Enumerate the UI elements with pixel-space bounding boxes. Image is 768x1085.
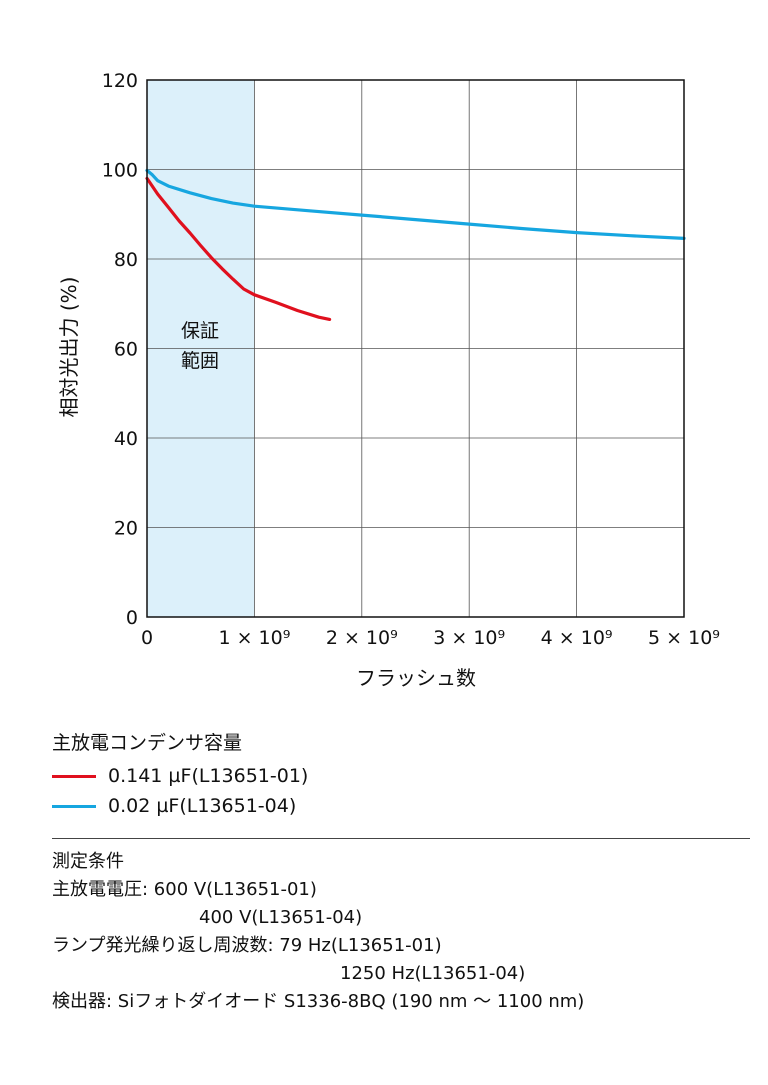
frequency-line-1: ランプ発光繰り返し周波数: 79 Hz(L13651-01) — [52, 935, 442, 956]
voltage-line-2: 400 V(L13651-04) — [199, 907, 363, 928]
y-tick-label: 20 — [114, 518, 138, 540]
plot-frame — [146, 79, 685, 618]
y-tick-label: 40 — [114, 428, 138, 450]
y-axis-label: 相対光出力 (%) — [57, 277, 81, 418]
y-tick-label: 100 — [102, 160, 138, 182]
legend-item-red: 0.141 µF(L13651-01) — [52, 761, 308, 791]
x-tick-label: 5 × 10⁹ — [648, 627, 720, 649]
x-tick-label: 3 × 10⁹ — [433, 627, 505, 649]
shaded-region-label-line2: 範囲 — [181, 350, 219, 372]
y-tick-label: 0 — [126, 607, 138, 629]
measurement-conditions: 測定条件 主放電電圧: 600 V(L13651-01) 400 V(L1365… — [52, 848, 584, 1016]
series-lines — [145, 168, 686, 321]
legend-label-blue: 0.02 µF(L13651-04) — [108, 795, 297, 817]
y-tick-labels: 0 20 40 60 80 100 120 — [102, 70, 138, 629]
legend-title: 主放電コンデンサ容量 — [52, 732, 243, 754]
frequency-line-2: 1250 Hz(L13651-04) — [340, 963, 526, 984]
legend-swatch-red — [52, 774, 96, 778]
y-tick-label: 60 — [114, 339, 138, 361]
shaded-region-label-line1: 保証 — [181, 320, 219, 342]
series-line-0141uF — [145, 176, 332, 321]
y-tick-label: 120 — [102, 70, 138, 92]
voltage-line-1: 主放電電圧: 600 V(L13651-01) — [52, 879, 317, 900]
y-tick-label: 80 — [114, 249, 138, 271]
x-tick-label: 2 × 10⁹ — [326, 627, 398, 649]
section-divider — [52, 838, 750, 839]
legend-item-blue: 0.02 µF(L13651-04) — [52, 791, 308, 821]
x-tick-label: 1 × 10⁹ — [218, 627, 290, 649]
x-axis-label: フラッシュ数 — [356, 666, 476, 690]
relative-output-chart: 0 1 × 10⁹ 2 × 10⁹ 3 × 10⁹ 4 × 10⁹ 5 × 10⁹ 0 20… — [57, 70, 720, 690]
conditions-title: 測定条件 — [52, 851, 124, 872]
x-tick-label: 0 — [141, 627, 153, 649]
legend-swatch-blue — [52, 804, 96, 808]
series-line-002uF — [145, 168, 686, 240]
legend-label-red: 0.141 µF(L13651-01) — [108, 765, 309, 787]
x-tick-label: 4 × 10⁹ — [541, 627, 613, 649]
x-tick-labels: 0 1 × 10⁹ 2 × 10⁹ 3 × 10⁹ 4 × 10⁹ 5 × 10⁹ — [141, 627, 720, 649]
detector-line: 検出器: Siフォトダイオード S1336-8BQ (190 nm ～ 1100… — [52, 991, 585, 1012]
legend: 主放電コンデンサ容量 0.141 µF(L13651-01) 0.02 µF(L… — [52, 728, 308, 821]
